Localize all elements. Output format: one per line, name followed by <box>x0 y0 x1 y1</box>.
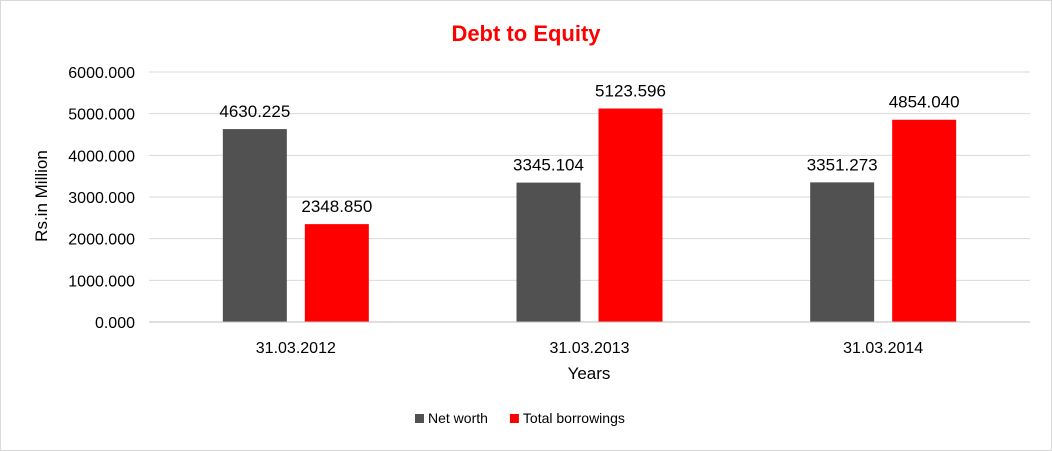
bar <box>304 224 369 322</box>
x-axis: 31.03.2012 31.03.2013 31.03.2014 <box>149 321 1030 357</box>
legend-label: Total borrowings <box>523 410 625 426</box>
legend-swatch <box>415 414 424 423</box>
chart-title: Debt to Equity <box>451 21 601 46</box>
data-label: 5123.596 <box>595 82 666 101</box>
y-tick-label: 6000.000 <box>68 65 135 82</box>
bar <box>598 108 663 322</box>
legend-swatch <box>509 414 519 423</box>
bar <box>810 182 875 322</box>
y-tick-label: 2000.000 <box>68 232 135 249</box>
y-tick-label: 1000.000 <box>68 273 135 290</box>
legend-label: Net worth <box>428 410 488 426</box>
data-label: 4630.225 <box>219 102 290 121</box>
data-label: 2348.850 <box>301 197 372 216</box>
bars: 4630.225 2348.850 3345.104 5123.596 3351.273… <box>219 82 960 322</box>
x-tick-label: 31.03.2012 <box>256 340 336 357</box>
x-tick-label: 31.03.2013 <box>549 340 629 357</box>
x-axis-title: Years <box>568 364 611 383</box>
data-label: 3345.104 <box>513 156 584 175</box>
x-tick-label: 31.03.2014 <box>843 340 923 357</box>
data-label: 4854.040 <box>889 93 960 112</box>
y-tick-label: 5000.000 <box>68 107 135 124</box>
y-tick-label: 3000.000 <box>68 190 135 207</box>
gridlines <box>149 71 1030 281</box>
y-axis-title: Rs.in Million <box>32 150 51 242</box>
data-label: 3351.273 <box>807 155 878 174</box>
legend: Net worth Total borrowings <box>415 410 625 426</box>
bar <box>516 182 581 322</box>
y-tick-label: 0.000 <box>95 315 135 332</box>
bar <box>892 119 957 322</box>
y-tick-label: 4000.000 <box>68 148 135 165</box>
bar <box>222 129 287 322</box>
y-axis: 0.000 1000.000 2000.000 3000.000 4000.000 500… <box>68 65 135 332</box>
